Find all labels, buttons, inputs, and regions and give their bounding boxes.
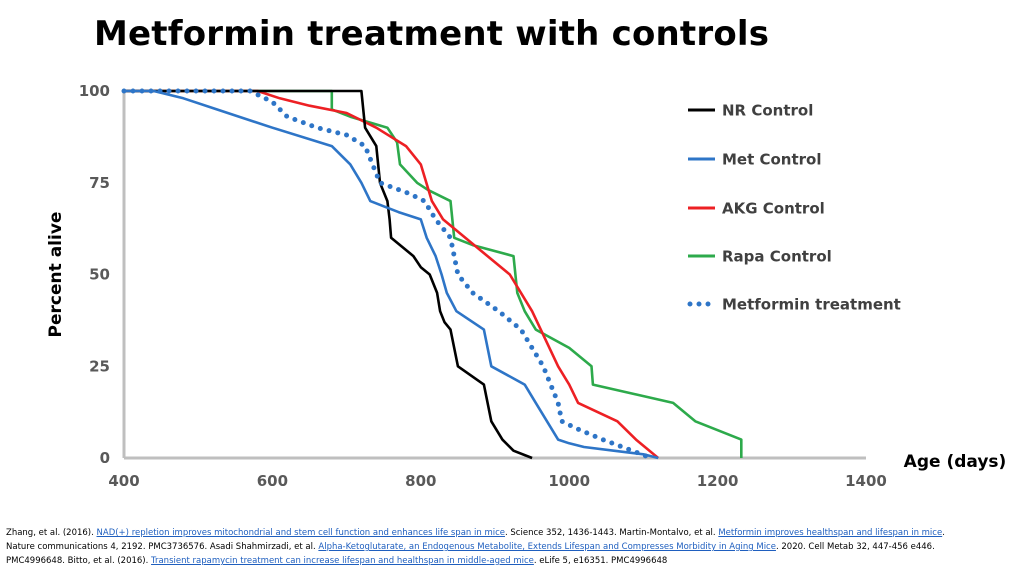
reference-line-1: Zhang, et al. (2016). NAD(+) repletion i… (6, 526, 1018, 540)
y-tick-label: 100 (79, 82, 110, 100)
y-tick-label: 75 (89, 174, 110, 192)
series-line-metformin-treatment (121, 88, 654, 461)
legend-label: AKG Control (722, 200, 825, 218)
reference-text: . (942, 528, 945, 538)
reference-link[interactable]: Transient rapamycin treatment can increa… (151, 556, 534, 566)
reference-link[interactable]: NAD(+) repletion improves mitochondrial … (96, 528, 505, 538)
reference-text: . 2020. Cell Metab 32, 447-456 e446. (775, 542, 935, 552)
y-axis-label: Percent alive (46, 212, 66, 338)
y-tick-label: 50 (89, 266, 110, 284)
x-tick-label: 600 (257, 472, 288, 490)
y-tick-label: 25 (89, 357, 110, 375)
series-line-akg-control (124, 89, 660, 460)
reference-line-2: Nature communications 4, 2192. PMC373657… (6, 540, 1018, 554)
reference-text: Zhang, et al. (2016). (6, 528, 97, 538)
reference-text: Nature communications 4, 2192. PMC373657… (6, 542, 319, 552)
x-tick-label: 800 (405, 472, 436, 490)
legend-label: NR Control (722, 102, 813, 120)
reference-text: . eLife 5, e16351. PMC4996648 (533, 556, 668, 566)
x-tick-label: 1000 (548, 472, 590, 490)
reference-link[interactable]: Alpha-Ketoglutarate, an Endogenous Metab… (318, 542, 776, 552)
legend-label: Rapa Control (722, 248, 832, 266)
legend-label: Met Control (722, 151, 822, 169)
reference-text: PMC4996648. Bitto, et al. (2016). (6, 556, 152, 566)
references: Zhang, et al. (2016). NAD(+) repletion i… (6, 526, 1018, 568)
survival-chart: 400 600 800 1000 1200 1400 0 25 50 75 100 Age (days… (46, 82, 1007, 490)
reference-text: . Science 352, 1436-1443. Martin-Montalv… (505, 528, 719, 538)
reference-line-3: PMC4996648. Bitto, et al. (2016). Transi… (6, 554, 1018, 568)
series-line-nr-control (124, 89, 533, 460)
x-axis-label: Age (days) (904, 452, 1007, 472)
x-tick-label: 1200 (697, 472, 739, 490)
legend-label: Metformin treatment (722, 296, 901, 314)
reference-link[interactable]: Metformin improves healthspan and lifesp… (718, 528, 943, 538)
slide-title: Metformin treatment with controls (94, 14, 770, 54)
y-tick-label: 0 (100, 449, 110, 467)
x-tick-label: 1400 (845, 472, 887, 490)
series-line-met-control (124, 89, 659, 460)
x-tick-label: 400 (108, 472, 139, 490)
series-line-rapa-control (124, 89, 743, 458)
